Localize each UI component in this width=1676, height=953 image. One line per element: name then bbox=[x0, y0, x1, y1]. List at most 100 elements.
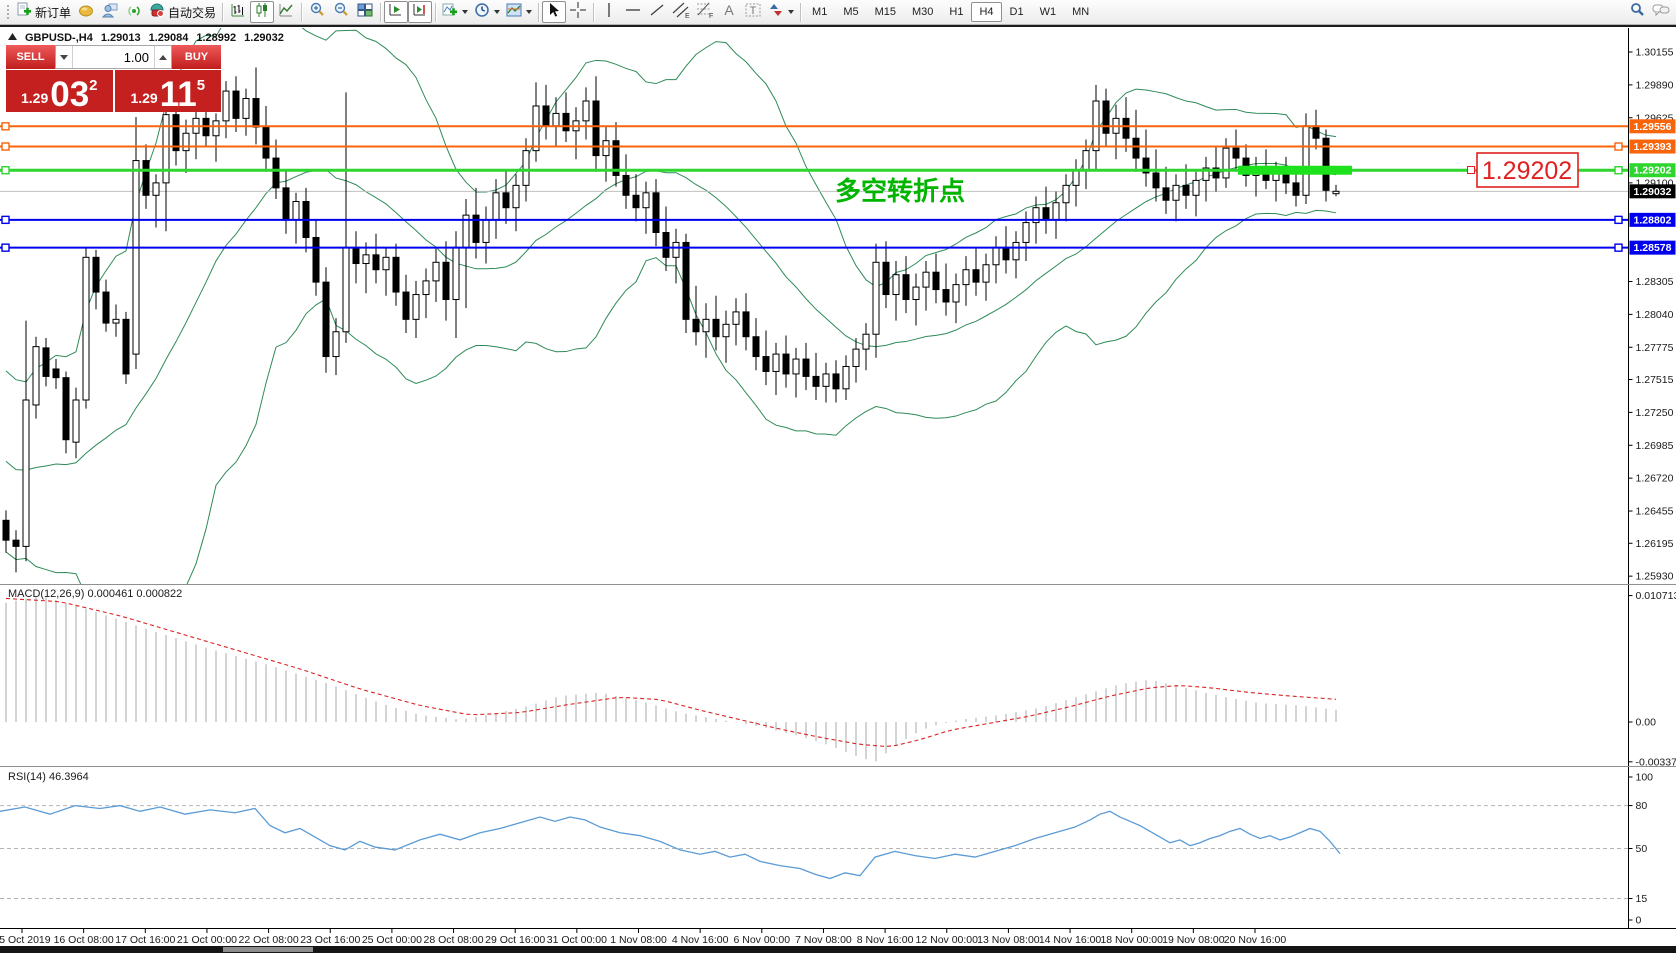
toolbar: 新订单 自动交易 bbox=[0, 0, 1676, 25]
toolbar-separator bbox=[301, 2, 303, 22]
bar-chart-button[interactable] bbox=[226, 1, 250, 23]
volume-input[interactable] bbox=[73, 48, 154, 66]
svg-text:1.29393: 1.29393 bbox=[1634, 141, 1672, 153]
price-callout[interactable]: 1.29202 bbox=[1467, 152, 1579, 188]
buy-price-display[interactable]: 1.29 11 5 bbox=[114, 70, 221, 112]
channel-tool-button[interactable]: E bbox=[669, 1, 693, 23]
svg-text:A: A bbox=[724, 2, 734, 18]
svg-text:14 Nov 16:00: 14 Nov 16:00 bbox=[1039, 934, 1102, 946]
timeframe-D1[interactable]: D1 bbox=[1009, 6, 1024, 18]
turning-point-annotation[interactable]: 多空转折点 bbox=[835, 176, 965, 206]
window-border bbox=[0, 25, 1676, 27]
one-click-trading-panel: SELL BUY 1.29 03 2 1.29 11 5 bbox=[6, 45, 221, 112]
line-chart-button[interactable] bbox=[274, 1, 298, 23]
timeframe-H4[interactable]: H4 bbox=[971, 2, 1002, 22]
svg-text:18 Nov 00:00: 18 Nov 00:00 bbox=[1100, 934, 1163, 946]
chart-shift-button[interactable] bbox=[408, 1, 433, 23]
svg-text:F: F bbox=[709, 13, 713, 19]
svg-text:0: 0 bbox=[1636, 915, 1642, 927]
sell-button[interactable]: SELL bbox=[6, 45, 55, 69]
search-button[interactable] bbox=[1625, 1, 1649, 23]
chart-shift-icon bbox=[412, 2, 428, 23]
signals-button[interactable] bbox=[122, 1, 146, 23]
svg-text:17 Oct 16:00: 17 Oct 16:00 bbox=[115, 934, 175, 946]
label-tool-icon: T bbox=[744, 1, 762, 24]
callout-handle[interactable] bbox=[1467, 166, 1475, 174]
auto-scroll-button[interactable] bbox=[384, 1, 409, 23]
horizontal-line-tool-button[interactable] bbox=[621, 1, 645, 23]
new-order-label: 新订单 bbox=[35, 5, 72, 20]
arrows-tool-button[interactable] bbox=[765, 1, 797, 23]
svg-text:16 Oct 08:00: 16 Oct 08:00 bbox=[54, 934, 114, 946]
text-tool-icon: A bbox=[721, 2, 737, 23]
zoom-out-icon bbox=[333, 2, 349, 23]
callout-price-label: 1.29202 bbox=[1482, 157, 1572, 185]
toolbar-separator bbox=[380, 2, 382, 22]
volume-increase-button[interactable] bbox=[154, 46, 171, 68]
chart-canvas[interactable]: 多空转折点 1.29202 1.301551.298901.296251.291… bbox=[0, 27, 1676, 953]
text-tool-button[interactable]: A bbox=[717, 1, 741, 23]
symbol-ohlc-header[interactable]: GBPUSD-,H4 1.29013 1.29084 1.28992 1.290… bbox=[8, 32, 284, 44]
label-tool-button[interactable]: T bbox=[741, 1, 765, 23]
tile-windows-icon bbox=[357, 2, 373, 23]
profile-button[interactable] bbox=[74, 1, 98, 23]
templates-button[interactable] bbox=[503, 1, 535, 23]
crosshair-tool-button[interactable] bbox=[566, 1, 590, 23]
fibonacci-tool-button[interactable]: F bbox=[693, 1, 717, 23]
vertical-line-tool-button[interactable] bbox=[597, 1, 621, 23]
buy-button[interactable]: BUY bbox=[172, 45, 221, 69]
candlestick-chart-button[interactable] bbox=[250, 1, 275, 23]
svg-text:1.27250: 1.27250 bbox=[1636, 407, 1674, 419]
svg-text:15 Oct 2019: 15 Oct 2019 bbox=[0, 934, 51, 946]
volume-decrease-button[interactable] bbox=[56, 46, 73, 68]
macd-label: MACD(12,26,9) 0.000461 0.000822 bbox=[8, 588, 182, 600]
ohlc-low: 1.28992 bbox=[196, 32, 237, 44]
svg-text:20 Nov 16:00: 20 Nov 16:00 bbox=[1224, 934, 1287, 946]
sell-price-display[interactable]: 1.29 03 2 bbox=[6, 70, 113, 112]
tile-windows-button[interactable] bbox=[353, 1, 377, 23]
chevron-down-icon bbox=[462, 10, 469, 14]
chat-button[interactable] bbox=[1649, 1, 1673, 23]
zoom-in-button[interactable] bbox=[305, 1, 329, 23]
toolbar-grip[interactable] bbox=[6, 4, 10, 20]
timeframe-W1[interactable]: W1 bbox=[1039, 6, 1057, 18]
triangle-down-icon bbox=[60, 54, 68, 60]
timeframe-H1[interactable]: H1 bbox=[949, 6, 964, 18]
timeframe-M1[interactable]: M1 bbox=[812, 6, 828, 18]
timeframe-group: M1 M5 M15 M30 H1 H4 D1 W1 MN bbox=[804, 2, 1097, 22]
svg-text:0.010713: 0.010713 bbox=[1636, 590, 1676, 602]
symbol-name: GBPUSD-,H4 bbox=[25, 32, 93, 44]
svg-text:1.25930: 1.25930 bbox=[1636, 571, 1674, 583]
indicators-button[interactable] bbox=[439, 1, 471, 23]
chart-window: 多空转折点 1.29202 1.30155 1.29890 1.29625 1.291… bbox=[0, 27, 1676, 953]
svg-text:1.26195: 1.26195 bbox=[1636, 538, 1674, 550]
sell-price-prefix: 1.29 bbox=[20, 90, 49, 106]
timeframe-M15[interactable]: M15 bbox=[874, 6, 896, 18]
new-order-icon bbox=[16, 2, 32, 23]
svg-text:80: 80 bbox=[1636, 800, 1648, 812]
cursor-tool-button[interactable] bbox=[542, 1, 567, 23]
chat-icon bbox=[1652, 2, 1670, 23]
periods-button[interactable] bbox=[471, 1, 503, 23]
zoom-out-button[interactable] bbox=[329, 1, 353, 23]
trendline-tool-button[interactable] bbox=[645, 1, 669, 23]
timeframe-MN[interactable]: MN bbox=[1072, 6, 1090, 18]
profile-icon bbox=[78, 2, 94, 23]
timeframe-M30[interactable]: M30 bbox=[912, 6, 934, 18]
new-order-button[interactable]: 新订单 bbox=[13, 1, 74, 23]
collapse-triangle-icon[interactable] bbox=[8, 32, 17, 44]
arrows-icon bbox=[768, 2, 784, 23]
chevron-down-icon bbox=[788, 10, 795, 14]
template-icon bbox=[506, 2, 522, 23]
svg-text:1.26455: 1.26455 bbox=[1636, 506, 1674, 518]
market-watch-button[interactable] bbox=[98, 1, 122, 23]
triangle-up-icon bbox=[159, 54, 167, 60]
toolbar-separator bbox=[435, 2, 437, 22]
svg-text:25 Oct 00:00: 25 Oct 00:00 bbox=[362, 934, 422, 946]
bar-chart-icon bbox=[230, 2, 246, 23]
ohlc-high: 1.29084 bbox=[148, 32, 189, 44]
autotrading-button[interactable]: 自动交易 bbox=[146, 1, 219, 23]
ohlc-close: 1.29032 bbox=[244, 32, 284, 44]
svg-text:1.30155: 1.30155 bbox=[1636, 47, 1674, 59]
timeframe-M5[interactable]: M5 bbox=[843, 6, 859, 18]
